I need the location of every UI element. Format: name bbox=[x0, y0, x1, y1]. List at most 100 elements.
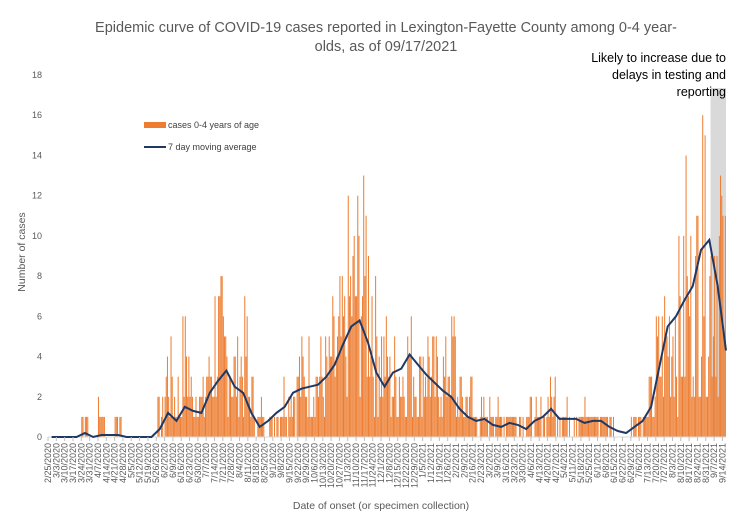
case-bar bbox=[566, 396, 568, 437]
case-bar bbox=[306, 396, 308, 437]
case-bar bbox=[578, 416, 580, 437]
case-bar bbox=[447, 376, 449, 437]
case-bar bbox=[329, 356, 331, 437]
case-bar bbox=[704, 135, 706, 438]
case-bar bbox=[365, 215, 367, 437]
case-bar bbox=[699, 396, 701, 437]
case-bar bbox=[404, 416, 406, 437]
x-tick-label: 4/6/2021 bbox=[526, 443, 536, 478]
x-tick-label: 7/6/2021 bbox=[634, 443, 644, 478]
case-bar bbox=[475, 416, 477, 437]
x-tick-label: 9/29/2020 bbox=[301, 443, 311, 483]
case-bar bbox=[463, 416, 465, 437]
x-tick-label: 2/2/2021 bbox=[451, 443, 461, 478]
x-tick-label: 7/21/2020 bbox=[218, 443, 228, 483]
case-bar bbox=[213, 396, 215, 437]
case-bar bbox=[643, 416, 645, 437]
case-bar bbox=[227, 416, 229, 437]
case-bar bbox=[369, 376, 371, 437]
case-bar bbox=[277, 416, 279, 437]
x-tick-label: 7/13/2021 bbox=[642, 443, 652, 483]
moving-average-line bbox=[51, 237, 727, 439]
case-bar bbox=[193, 416, 195, 437]
case-bar bbox=[220, 276, 222, 437]
case-bar bbox=[476, 416, 478, 437]
case-bar bbox=[222, 316, 224, 437]
case-bar bbox=[279, 416, 281, 437]
case-bar bbox=[596, 416, 598, 437]
case-bar bbox=[382, 396, 384, 437]
case-bar bbox=[353, 235, 355, 437]
case-bar bbox=[246, 316, 248, 437]
case-bar bbox=[120, 416, 122, 437]
case-bar bbox=[289, 416, 291, 437]
x-tick-label: 6/15/2021 bbox=[609, 443, 619, 483]
case-bar bbox=[536, 416, 538, 437]
delay-annotation: Likely to increase due to delays in test… bbox=[591, 51, 726, 99]
case-bar bbox=[188, 356, 190, 437]
x-tick-label: 3/30/2021 bbox=[518, 443, 528, 483]
case-bar bbox=[315, 376, 317, 437]
case-bar bbox=[561, 416, 563, 437]
x-tick-label: 6/1/2021 bbox=[593, 443, 603, 478]
case-bar bbox=[659, 376, 661, 437]
case-bar bbox=[538, 416, 540, 437]
case-bar bbox=[170, 336, 172, 437]
case-bar bbox=[548, 416, 550, 437]
case-bar bbox=[691, 396, 693, 437]
case-bar bbox=[325, 336, 327, 437]
y-tick-label: 0 bbox=[37, 432, 42, 442]
case-bar bbox=[174, 396, 176, 437]
case-bar bbox=[209, 376, 211, 437]
case-bar bbox=[486, 416, 488, 437]
case-bar bbox=[470, 376, 472, 437]
x-tick-label: 1/19/2021 bbox=[434, 443, 444, 483]
case-bar bbox=[301, 336, 303, 437]
case-bar bbox=[526, 416, 528, 437]
y-axis-label: Number of cases bbox=[16, 212, 28, 291]
case-bar bbox=[597, 416, 599, 437]
case-bar bbox=[445, 336, 447, 437]
case-bar bbox=[484, 416, 486, 437]
x-tick-label: 3/9/2021 bbox=[493, 443, 503, 478]
case-bar bbox=[200, 396, 202, 437]
x-tick-label: 8/18/2020 bbox=[251, 443, 261, 483]
case-bar bbox=[448, 376, 450, 437]
case-bar bbox=[233, 356, 235, 437]
case-bar bbox=[402, 376, 404, 437]
case-bar bbox=[401, 396, 403, 437]
case-bar bbox=[708, 356, 710, 437]
x-tick-label: 5/26/2020 bbox=[151, 443, 161, 483]
case-bar bbox=[473, 416, 475, 437]
x-tick-label: 5/4/2021 bbox=[559, 443, 569, 478]
case-bar bbox=[157, 396, 159, 437]
case-bar bbox=[485, 416, 487, 437]
case-bar bbox=[590, 416, 592, 437]
case-bar bbox=[479, 416, 481, 437]
case-bar bbox=[326, 356, 328, 437]
case-bar bbox=[515, 416, 517, 437]
case-bar bbox=[589, 416, 591, 437]
case-bar bbox=[247, 396, 249, 437]
case-bar bbox=[595, 416, 597, 437]
case-bar bbox=[253, 416, 255, 437]
case-bar bbox=[679, 296, 681, 437]
case-bar bbox=[553, 396, 555, 437]
case-bar bbox=[389, 356, 391, 437]
case-bar bbox=[439, 416, 441, 437]
x-tick-label: 3/16/2021 bbox=[501, 443, 511, 483]
x-tick-label: 11/24/2020 bbox=[368, 443, 378, 487]
case-bar bbox=[647, 416, 649, 437]
case-bar bbox=[703, 316, 705, 437]
case-bar bbox=[345, 356, 347, 437]
x-tick-label: 6/23/2020 bbox=[185, 443, 195, 483]
case-bar bbox=[187, 396, 189, 437]
case-bar bbox=[115, 416, 117, 437]
case-bar bbox=[238, 416, 240, 437]
y-tick-label: 10 bbox=[32, 231, 42, 241]
delay-note-line-2: delays in testing and bbox=[612, 68, 726, 82]
x-tick-label: 5/5/2020 bbox=[126, 443, 136, 478]
case-bar bbox=[384, 376, 386, 437]
case-bar bbox=[471, 376, 473, 437]
case-bar bbox=[666, 336, 668, 437]
